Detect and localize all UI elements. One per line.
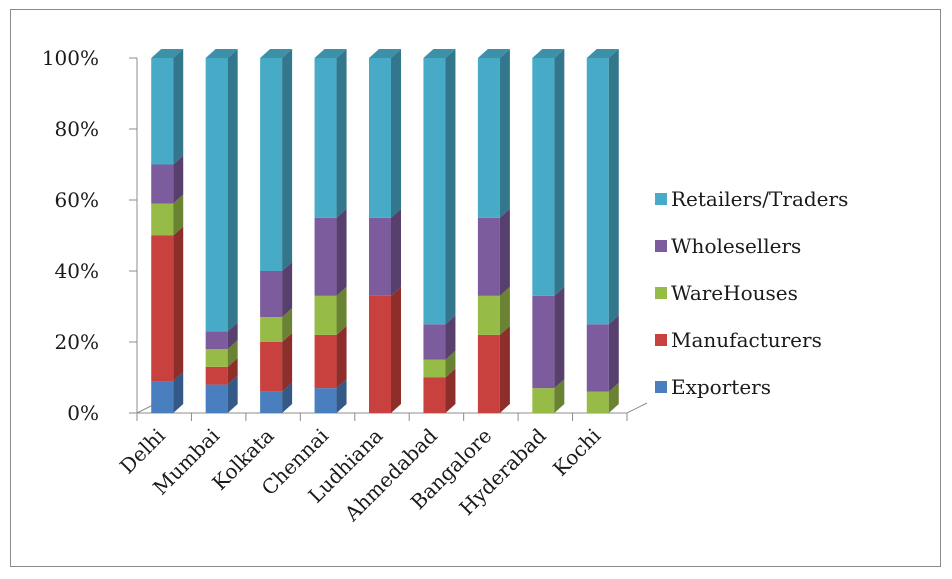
bar-mumbai-wholesellers xyxy=(205,322,238,350)
bar-stack-ahmedabad xyxy=(423,49,456,413)
legend-item-manufacturers: Manufacturers xyxy=(655,328,822,352)
bar-ludhiana-retailers-traders xyxy=(369,49,401,218)
axis-lines xyxy=(136,58,648,421)
bar-mumbai-manufacturers xyxy=(205,357,238,385)
bar-stack-bangalore xyxy=(477,49,510,413)
legend-label: Retailers/Traders xyxy=(671,187,848,211)
legend-label: Wholesellers xyxy=(671,234,801,258)
bar-stack-mumbai xyxy=(205,49,238,413)
bar-stack-chennai xyxy=(314,49,347,413)
legend-item-warehouses: WareHouses xyxy=(655,281,798,305)
legend-swatch xyxy=(655,240,667,252)
bar-mumbai-retailers-traders xyxy=(205,49,238,332)
bar-top-cap xyxy=(151,49,184,58)
legend-label: Manufacturers xyxy=(671,328,822,352)
bar-ahmedabad-manufacturers xyxy=(423,368,456,413)
x-tick-label: Kochi xyxy=(548,424,605,481)
bar-ahmedabad-warehouses xyxy=(423,350,456,378)
bar-top-cap xyxy=(369,49,401,58)
bar-chennai-wholesellers xyxy=(314,208,347,296)
bar-ahmedabad-wholesellers xyxy=(423,315,456,360)
bar-top-cap xyxy=(314,49,347,58)
legend-item-retailers-traders: Retailers/Traders xyxy=(655,187,848,211)
bar-ludhiana-wholesellers xyxy=(369,208,401,296)
bar-hyderabad-warehouses xyxy=(532,379,565,413)
bar-top-cap xyxy=(532,49,565,58)
bar-top-cap xyxy=(205,49,238,58)
y-axis-tick-labels: 0% 20% 40% 60% 80% 100% xyxy=(42,46,137,425)
bar-bangalore-retailers-traders xyxy=(477,49,510,218)
legend-item-exporters: Exporters xyxy=(655,375,771,399)
bar-kolkata-retailers-traders xyxy=(260,49,293,271)
legend-swatch xyxy=(655,193,667,205)
legend-label: Exporters xyxy=(671,375,771,399)
bar-ahmedabad-retailers-traders xyxy=(423,49,456,325)
bar-hyderabad-retailers-traders xyxy=(532,49,565,296)
legend: Retailers/Traders Wholesellers WareHouses M… xyxy=(655,187,848,399)
bar-delhi-retailers-traders xyxy=(151,49,184,165)
bar-top-cap xyxy=(260,49,293,58)
bar-mumbai-warehouses xyxy=(205,340,238,367)
bar-stack-hyderabad xyxy=(532,49,565,413)
bar-chennai-retailers-traders xyxy=(314,49,347,218)
bar-delhi-manufacturers xyxy=(151,226,184,382)
bar-chennai-exporters xyxy=(314,379,347,413)
bar-stack-delhi xyxy=(151,49,184,413)
y-tick-label: 20% xyxy=(55,330,99,354)
y-tick-label: 40% xyxy=(55,259,99,283)
bar-top-cap xyxy=(423,49,456,58)
bars xyxy=(151,49,619,413)
bar-kochi-retailers-traders xyxy=(586,49,619,325)
bar-ludhiana-manufacturers xyxy=(369,286,401,413)
bar-chennai-manufacturers xyxy=(314,325,347,389)
bar-kochi-warehouses xyxy=(586,382,619,413)
bar-top-cap xyxy=(477,49,510,58)
bar-kolkata-warehouses xyxy=(260,308,293,342)
bar-kolkata-manufacturers xyxy=(260,333,293,392)
bar-kolkata-exporters xyxy=(260,382,293,413)
legend-swatch xyxy=(655,287,667,299)
legend-item-wholesellers: Wholesellers xyxy=(655,234,801,258)
bar-stack-kochi xyxy=(586,49,619,413)
bar-kolkata-wholesellers xyxy=(260,262,293,318)
y-tick-label: 100% xyxy=(42,46,99,70)
legend-swatch xyxy=(655,381,667,393)
bar-bangalore-wholesellers xyxy=(477,208,510,296)
y-tick-label: 60% xyxy=(55,188,99,212)
y-tick-label: 0% xyxy=(67,401,99,425)
y-tick-label: 80% xyxy=(55,117,99,141)
bar-stack-kolkata xyxy=(260,49,293,413)
bar-hyderabad-wholesellers xyxy=(532,286,565,389)
bar-delhi-warehouses xyxy=(151,194,184,236)
bar-bangalore-manufacturers xyxy=(477,325,510,413)
bar-chennai-warehouses xyxy=(314,286,347,335)
x-axis-tick-labels: DelhiMumbaiKolkataChennaiLudhianaAhmedab… xyxy=(115,423,605,526)
bar-top-cap xyxy=(586,49,619,58)
legend-swatch xyxy=(655,334,667,346)
bar-mumbai-exporters xyxy=(205,375,238,413)
bar-delhi-exporters xyxy=(151,372,184,413)
legend-label: WareHouses xyxy=(671,281,798,305)
bar-stack-ludhiana xyxy=(369,49,401,413)
bar-delhi-wholesellers xyxy=(151,155,184,204)
bar-kochi-wholesellers xyxy=(586,315,619,392)
bar-bangalore-warehouses xyxy=(477,286,510,335)
